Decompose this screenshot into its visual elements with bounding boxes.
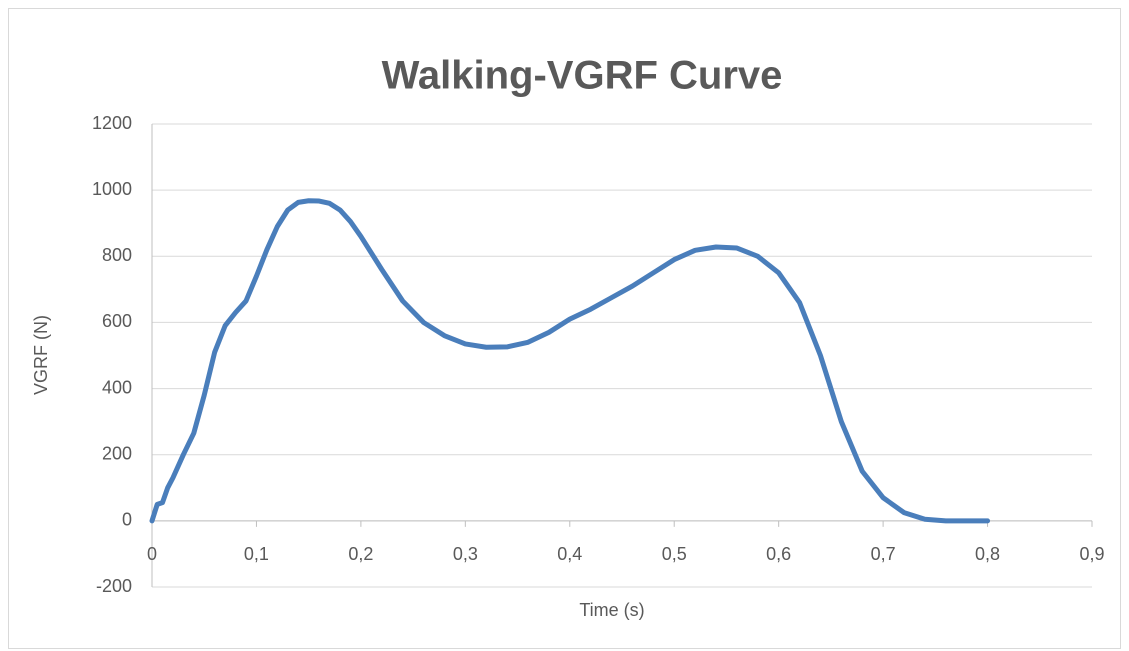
x-tick-label: 0,5 <box>662 544 687 564</box>
y-tick-label: 1000 <box>92 179 132 199</box>
x-tick-label: 0,7 <box>871 544 896 564</box>
x-tick-label: 0 <box>147 544 157 564</box>
y-axis-label: VGRF (N) <box>31 315 51 395</box>
chart-border <box>8 8 1121 649</box>
y-tick-label: 600 <box>102 311 132 331</box>
x-tick-label: 0,4 <box>557 544 582 564</box>
x-tick-label: 0,2 <box>348 544 373 564</box>
y-tick-label: 0 <box>122 510 132 530</box>
x-axis-label: Time (s) <box>579 600 644 620</box>
y-tick-label: 800 <box>102 245 132 265</box>
x-tick-label: 0,9 <box>1079 544 1104 564</box>
x-tick-label: 0,1 <box>244 544 269 564</box>
y-tick-label: 400 <box>102 377 132 397</box>
chart-title: Walking-VGRF Curve <box>382 54 783 98</box>
x-tick-label: 0,8 <box>975 544 1000 564</box>
x-tick-label: 0,6 <box>766 544 791 564</box>
data-line <box>149 198 991 524</box>
y-tick-label: -200 <box>96 576 132 596</box>
y-tick-label: 200 <box>102 443 132 463</box>
x-tick-label: 0,3 <box>453 544 478 564</box>
y-tick-label: 1200 <box>92 113 132 133</box>
